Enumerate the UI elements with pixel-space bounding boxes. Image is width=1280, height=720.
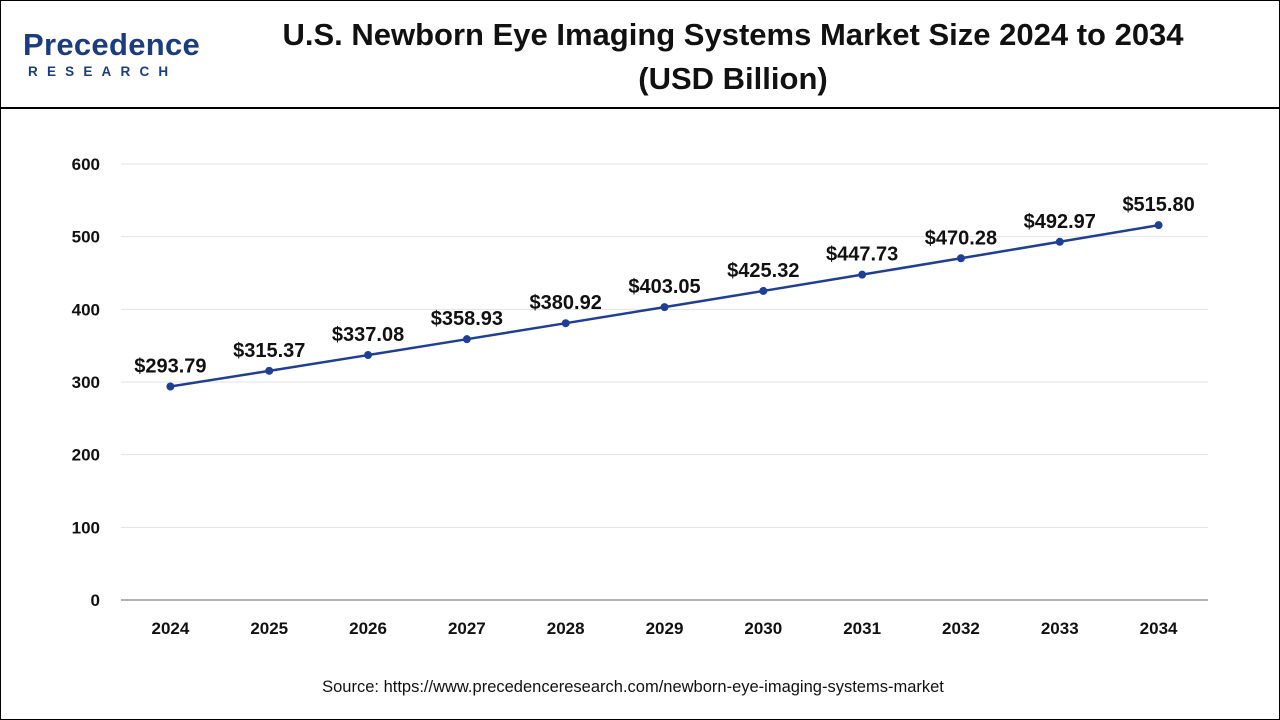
data-point [462, 335, 471, 344]
brand-logo: Precedence RESEARCH [23, 27, 223, 83]
data-point [1055, 237, 1064, 246]
x-tick-label: 2026 [349, 619, 387, 638]
data-point [265, 366, 274, 375]
x-tick-label: 2024 [151, 619, 189, 638]
x-tick-label: 2025 [250, 619, 288, 638]
data-label: $337.08 [332, 324, 404, 346]
chart-title-line-1: U.S. Newborn Eye Imaging Systems Market … [282, 17, 1184, 52]
x-tick-label: 2034 [1140, 619, 1178, 638]
data-label: $315.37 [233, 340, 305, 362]
data-label: $358.93 [431, 308, 503, 330]
x-tick-label: 2033 [1041, 619, 1079, 638]
data-point [166, 382, 175, 391]
data-label: $515.80 [1122, 194, 1194, 216]
logo-wordmark: Precedence [23, 27, 201, 62]
data-label: $403.05 [628, 276, 700, 298]
data-point [364, 351, 373, 360]
y-tick-label: 0 [91, 591, 100, 610]
x-tick-label: 2028 [547, 619, 585, 638]
y-tick-label: 300 [72, 373, 100, 392]
source-note: Source: https://www.precedenceresearch.c… [322, 678, 944, 696]
data-point [759, 286, 768, 295]
y-tick-label: 100 [72, 518, 100, 537]
data-label: $492.97 [1024, 211, 1096, 233]
data-label: $380.92 [530, 292, 602, 314]
data-label: $425.32 [727, 260, 799, 282]
data-point [956, 254, 965, 263]
chart-title: U.S. Newborn Eye Imaging Systems Market … [233, 13, 1233, 101]
data-point [858, 270, 867, 279]
data-point [1154, 221, 1163, 230]
x-tick-label: 2030 [744, 619, 782, 638]
chart-title-line-2: (USD Billion) [638, 61, 828, 96]
x-tick-label: 2029 [646, 619, 684, 638]
header: Precedence RESEARCH U.S. Newborn Eye Ima… [1, 1, 1279, 109]
y-tick-label: 400 [72, 300, 100, 319]
y-tick-label: 600 [72, 155, 100, 174]
x-tick-label: 2032 [942, 619, 980, 638]
x-tick-label: 2027 [448, 619, 486, 638]
data-label: $293.79 [134, 356, 206, 378]
data-point [561, 319, 570, 328]
data-point [660, 303, 669, 312]
data-label: $470.28 [925, 227, 997, 249]
y-tick-label: 500 [72, 228, 100, 247]
data-label: $447.73 [826, 244, 898, 266]
y-tick-label: 200 [72, 446, 100, 465]
logo-subtitle: RESEARCH [28, 64, 178, 79]
x-tick-label: 2031 [843, 619, 881, 638]
